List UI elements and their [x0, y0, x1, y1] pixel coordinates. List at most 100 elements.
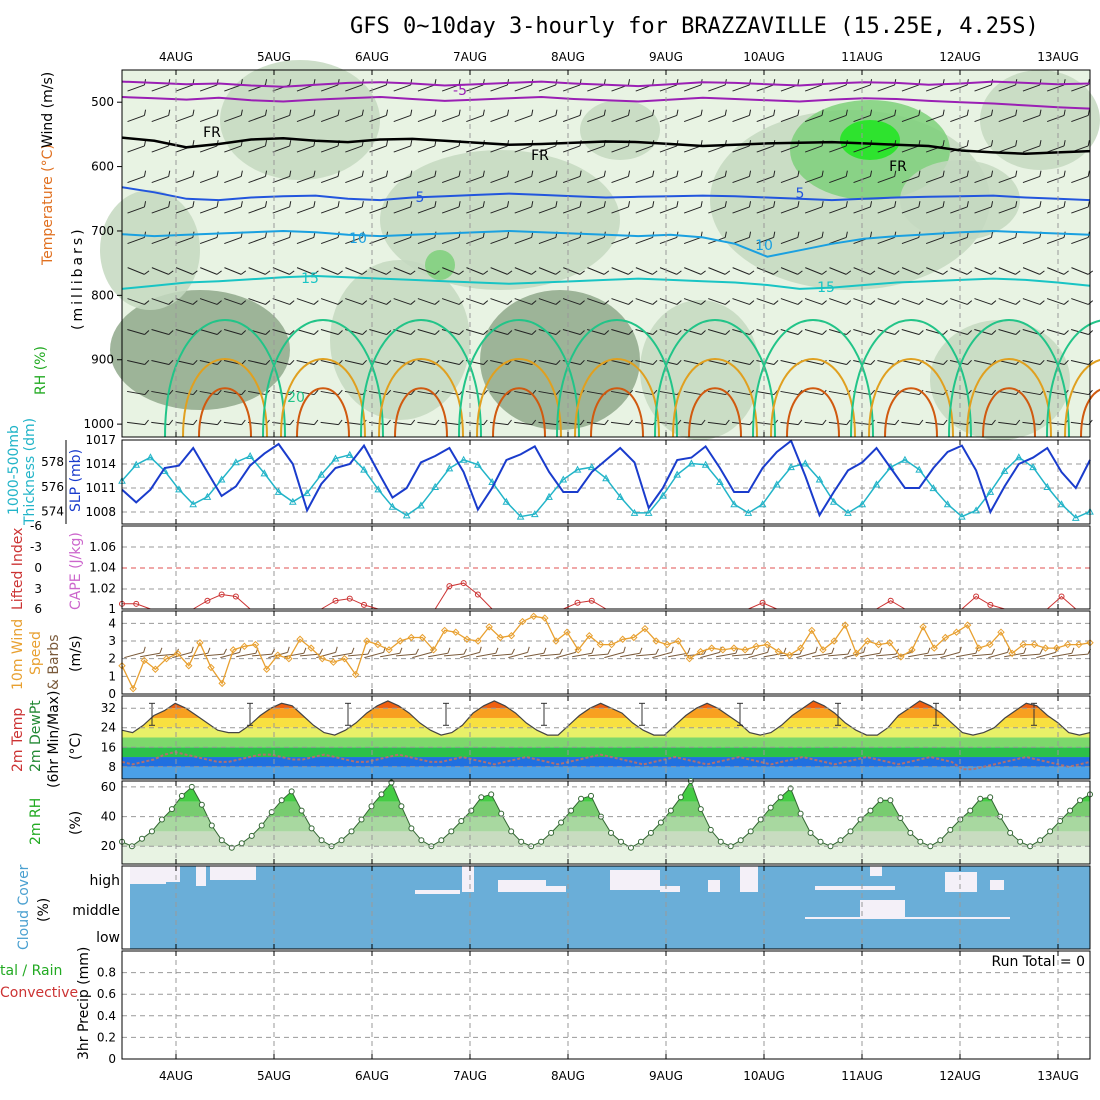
rh-point [418, 837, 425, 844]
barb-flag [603, 170, 606, 177]
rh-point [218, 837, 225, 844]
wind-barb [127, 267, 150, 275]
barb-shaft [296, 114, 315, 123]
wind-barb [127, 201, 147, 214]
barb-shaft [296, 267, 314, 275]
barb-flag [604, 330, 610, 335]
wind-speed-point [518, 617, 527, 626]
barb-flag [845, 201, 848, 208]
barb-shaft [611, 298, 629, 305]
barb-shaft [780, 421, 799, 426]
barb-flag [313, 300, 319, 305]
rh-point [967, 807, 974, 814]
cape-point [361, 601, 367, 608]
wind-barb [732, 298, 755, 305]
rh-point [338, 837, 345, 844]
barb-shaft [732, 114, 750, 123]
barb-flag [724, 170, 727, 177]
precip-label-a: tal / Rain [0, 963, 62, 979]
wind-barb [635, 267, 658, 275]
wind10m-barb [1019, 648, 1043, 657]
wind-speed-point [975, 644, 983, 652]
barb-flag [192, 419, 198, 425]
cloud-clear-bar [870, 866, 882, 876]
cloud-clear-bar [462, 866, 474, 892]
thickness-point [587, 463, 596, 471]
wind-barb [272, 140, 292, 153]
wind-barb [224, 109, 243, 123]
barb-shaft [369, 206, 387, 214]
barb-flag [410, 201, 413, 208]
barb-flag [943, 359, 948, 365]
barb-shaft [998, 145, 1016, 153]
barb-flag [943, 648, 947, 655]
barb-shaft [844, 651, 864, 659]
wind-barb [877, 201, 897, 214]
barb-shaft [877, 390, 896, 396]
wind-barb [441, 109, 461, 123]
barb-shaft [224, 206, 242, 214]
barb-flag [264, 79, 268, 86]
barb-shaft [175, 114, 194, 123]
wind-barb [732, 359, 755, 366]
cloud-clear-bar [415, 890, 460, 894]
barb-shaft [925, 84, 944, 92]
barb-shaft [925, 206, 944, 214]
barb-flag [337, 109, 340, 116]
wind-barb [224, 298, 247, 305]
barb-flag [264, 201, 268, 208]
wind-barb [272, 201, 292, 214]
top-date-label: 8AUG [551, 50, 585, 64]
rh-contour-area [640, 300, 760, 440]
wind10m-barb [508, 646, 530, 659]
barb-flag [1087, 140, 1090, 147]
barb-flag [991, 330, 997, 335]
barb-shaft [296, 329, 315, 335]
barb-flag [240, 270, 247, 275]
barb-shaft [756, 236, 774, 245]
rh-point [777, 794, 784, 801]
wind-barb [829, 298, 852, 305]
wind-barb [466, 267, 489, 275]
barb-shaft [155, 653, 177, 657]
panel-frame [121, 610, 1091, 695]
wind-barb [707, 419, 730, 426]
top-date-label: 4AUG [159, 50, 193, 64]
barb-shaft [974, 359, 992, 366]
wind-speed-point [585, 632, 594, 640]
barb-shaft [925, 421, 944, 426]
wind-speed-point [963, 621, 972, 629]
wind-barb [998, 329, 1021, 335]
wind-speed-point [919, 623, 927, 631]
wind10m-barb [940, 646, 962, 659]
barb-shaft [1071, 298, 1089, 305]
rh-point [548, 829, 555, 836]
barb-shaft [514, 175, 532, 184]
barb-flag [652, 330, 658, 335]
barb-shaft [860, 652, 880, 658]
barb-flag [628, 330, 634, 335]
wind-barb [998, 419, 1021, 426]
barb-shaft [974, 298, 992, 305]
barb-shaft [707, 359, 726, 366]
barb-flag [313, 170, 316, 177]
thickness-point [1014, 453, 1023, 461]
wind-barb [708, 201, 727, 214]
barb-shaft [659, 298, 678, 305]
barb-shaft [586, 390, 605, 396]
barb-flag [386, 419, 391, 425]
barb-shaft [732, 298, 750, 305]
barb-flag [264, 140, 268, 147]
barb-shaft [175, 329, 194, 335]
barb-flag [869, 201, 873, 208]
barb-flag [700, 170, 703, 177]
barb-flag [531, 109, 534, 116]
barb-flag [543, 647, 547, 654]
barb-shaft [539, 653, 561, 657]
panel-frame [121, 865, 1091, 950]
rh-point [767, 804, 774, 811]
barb-shaft [199, 421, 218, 426]
barb-flag [479, 646, 482, 653]
